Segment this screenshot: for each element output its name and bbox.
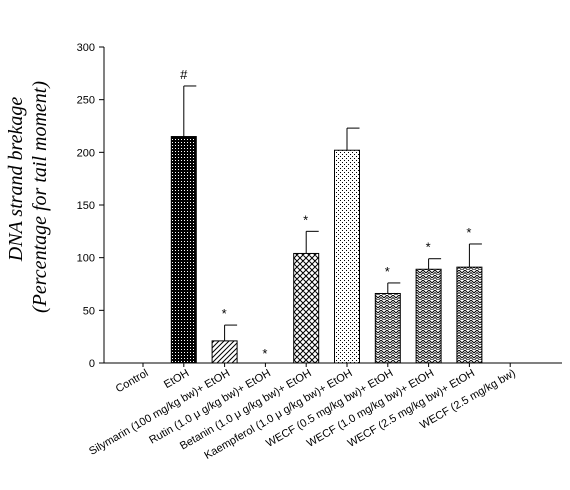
- y-tick-label: 0: [89, 358, 95, 370]
- bar: [374, 292, 401, 364]
- significance-marker: *: [303, 212, 308, 227]
- x-category-label: EtOH: [162, 367, 191, 391]
- significance-marker: #: [180, 67, 188, 82]
- y-tick-label: 300: [77, 42, 95, 54]
- y-tick-label: 250: [77, 95, 95, 107]
- y-tick-label: 200: [77, 147, 95, 159]
- y-axis-label: DNA strand brekage (Percentage for tail …: [5, 81, 51, 313]
- y-tick-label: 100: [77, 253, 95, 265]
- y-axis-label-line1: DNA strand brekage: [5, 97, 27, 263]
- y-tick-label: 50: [83, 305, 95, 317]
- bar: [170, 136, 197, 364]
- y-axis-label-line2: (Percentage for tail moment): [29, 81, 51, 313]
- plot-area: # * * * * * *: [170, 67, 483, 364]
- bar: [293, 252, 320, 364]
- significance-marker: *: [466, 225, 471, 240]
- bar: [211, 340, 238, 364]
- significance-marker: *: [222, 306, 227, 321]
- x-category-label: Control: [114, 367, 151, 395]
- bar: [456, 266, 483, 364]
- significance-marker: *: [262, 346, 267, 361]
- significance-marker: *: [385, 264, 390, 279]
- bar: [415, 268, 442, 364]
- y-axis: 0 50 100 150 200 250 300: [77, 42, 105, 370]
- significance-marker: *: [426, 240, 431, 255]
- bar: [334, 149, 360, 364]
- y-tick-label: 150: [77, 200, 95, 212]
